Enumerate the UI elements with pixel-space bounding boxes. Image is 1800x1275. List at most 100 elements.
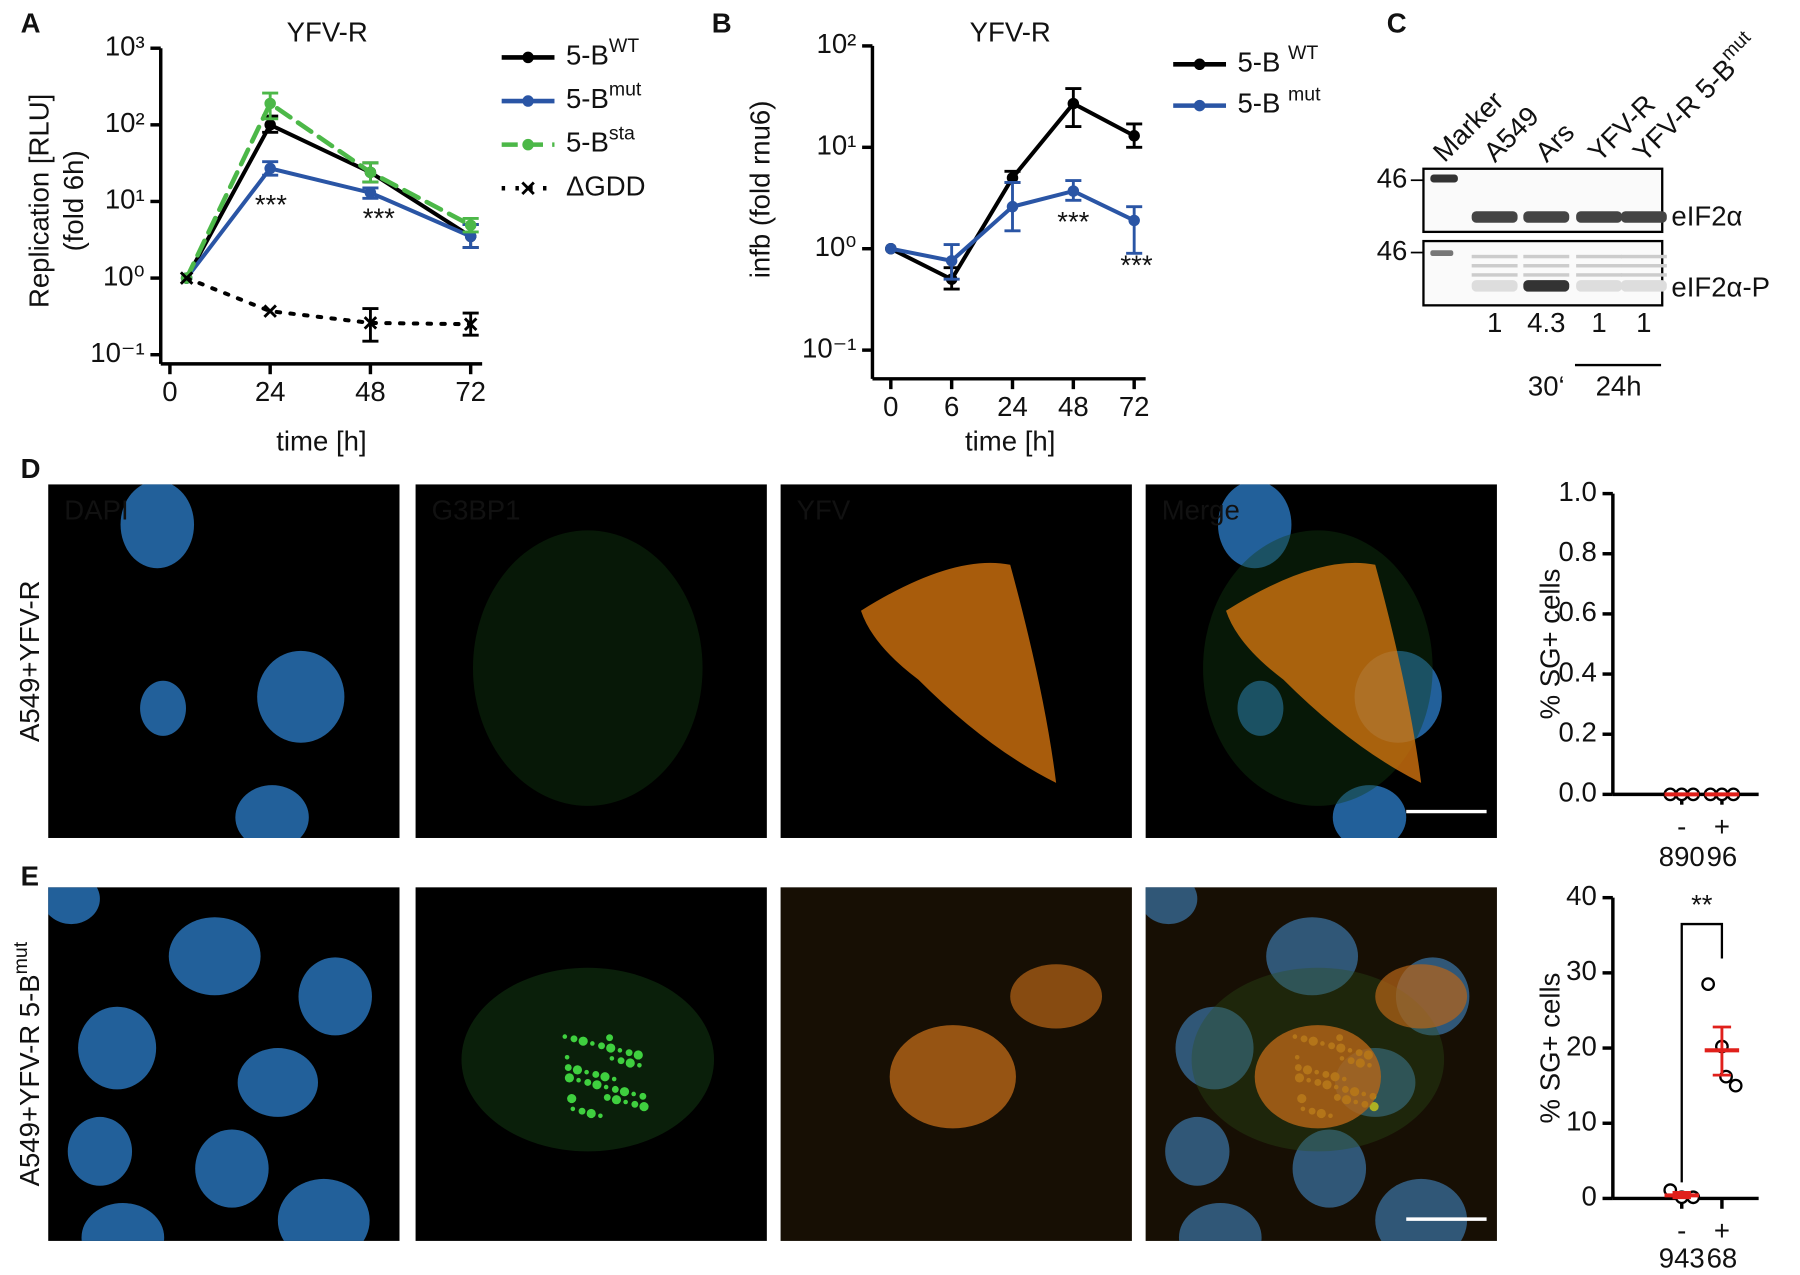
cytoplasm <box>472 530 703 806</box>
data-point <box>1728 1078 1743 1093</box>
legend-marker <box>522 51 534 64</box>
granule <box>639 1102 649 1112</box>
cytoplasm <box>461 967 715 1152</box>
panel-letter: E <box>21 860 39 891</box>
band <box>1523 280 1570 292</box>
quantification: 1 <box>1591 307 1606 338</box>
micrograph-content <box>48 887 372 1241</box>
series-line <box>184 122 473 281</box>
marker <box>885 242 897 255</box>
marker <box>463 317 478 331</box>
x-tick-label: 24 <box>997 391 1028 422</box>
x-tick-label: 72 <box>1119 391 1150 422</box>
x-tick-label: 48 <box>355 376 386 407</box>
nucleus <box>195 1129 269 1208</box>
granule <box>570 1106 576 1112</box>
marker <box>464 219 477 231</box>
legend-label-sup: sta <box>609 122 635 144</box>
granule <box>592 1080 602 1090</box>
channel-label: YFV <box>797 494 851 525</box>
annotation: *** <box>363 203 395 234</box>
y-tick-label: 10⁰ <box>815 231 857 262</box>
legend-label: 5-BWT <box>566 35 639 70</box>
infected-cell <box>889 1025 1016 1129</box>
granule <box>617 1048 623 1053</box>
x-tick-label: 6 <box>944 391 959 422</box>
granule <box>576 1077 581 1083</box>
marker <box>363 316 378 330</box>
micrograph-content <box>472 530 703 806</box>
band <box>1620 273 1667 277</box>
y-axis-label: Replication [RLU] <box>24 94 55 308</box>
infected-cell <box>1375 964 1468 1029</box>
nucleus <box>237 1048 319 1117</box>
x-axis-label: time [h] <box>965 425 1055 456</box>
nucleus <box>1178 1203 1262 1241</box>
granule <box>598 1113 603 1119</box>
nucleus <box>1165 1116 1230 1186</box>
granule <box>584 1079 592 1086</box>
micrograph: DAPI <box>48 484 400 838</box>
annotation: *** <box>1057 206 1089 237</box>
legend-label: 5-B WT <box>1237 42 1318 77</box>
band <box>1523 254 1570 259</box>
granule <box>639 1092 647 1100</box>
granule <box>578 1036 588 1046</box>
infected-cell <box>1226 562 1422 783</box>
band <box>1576 280 1623 292</box>
marker <box>1128 130 1140 142</box>
y-tick-label: 10³ <box>105 30 145 61</box>
row-label-base: A549+YFV-R <box>14 580 45 742</box>
y-axis-label: (fold 6h) <box>58 150 89 251</box>
nucleus <box>1292 1129 1367 1208</box>
nucleus <box>140 680 186 736</box>
blot-row-label: eIF2α-P <box>1671 272 1770 303</box>
micrograph-content <box>1203 484 1442 838</box>
y-tick-label: 10¹ <box>817 130 857 161</box>
band <box>1471 273 1518 277</box>
legend-label-sup: WT <box>609 35 639 57</box>
x-tick-label: - <box>1677 811 1686 842</box>
annotation: *** <box>255 189 287 220</box>
marker <box>364 166 377 179</box>
nucleus <box>81 1203 165 1241</box>
marker-size: 46 <box>1377 163 1408 194</box>
marker <box>263 304 277 318</box>
micrograph-content <box>860 562 1057 783</box>
infected-cell <box>860 562 1057 783</box>
micrograph: G3BP1 <box>415 484 767 838</box>
legend-label: 5-Bmut <box>566 79 642 114</box>
marker <box>1067 185 1080 197</box>
marker <box>364 186 377 199</box>
n-label: 890 <box>1659 841 1705 872</box>
y-tick-label: 0.8 <box>1558 536 1596 567</box>
micrograph-content <box>780 887 1132 1241</box>
panel-letter: D <box>21 453 41 484</box>
y-tick-label: 10⁻¹ <box>802 332 856 363</box>
granule <box>609 1056 615 1061</box>
granule <box>1369 1102 1379 1112</box>
nucleus <box>257 650 345 743</box>
marker <box>264 162 276 175</box>
granule <box>603 1084 609 1090</box>
band <box>1576 254 1623 259</box>
granule <box>600 1072 610 1082</box>
band <box>1471 211 1518 223</box>
row-label: A549+YFV-R 5-Bmut <box>10 941 45 1186</box>
marker <box>1128 214 1140 227</box>
marker <box>1006 200 1019 213</box>
band <box>1620 254 1667 259</box>
x-tick-label: 0 <box>162 376 177 407</box>
x-tick-label: + <box>1714 1215 1730 1246</box>
series-line <box>184 276 473 327</box>
band <box>1471 264 1518 268</box>
infected-cell <box>1254 1025 1381 1129</box>
granule <box>590 1041 595 1046</box>
background-stain <box>1145 887 1497 1241</box>
y-axis-label: % SG+ cells <box>1534 569 1565 720</box>
quantification: 4.3 <box>1527 307 1565 338</box>
x-tick-label: 24 <box>255 376 286 407</box>
data-point <box>1701 977 1716 992</box>
granule <box>603 1093 611 1101</box>
y-tick-label: 20 <box>1566 1030 1597 1061</box>
